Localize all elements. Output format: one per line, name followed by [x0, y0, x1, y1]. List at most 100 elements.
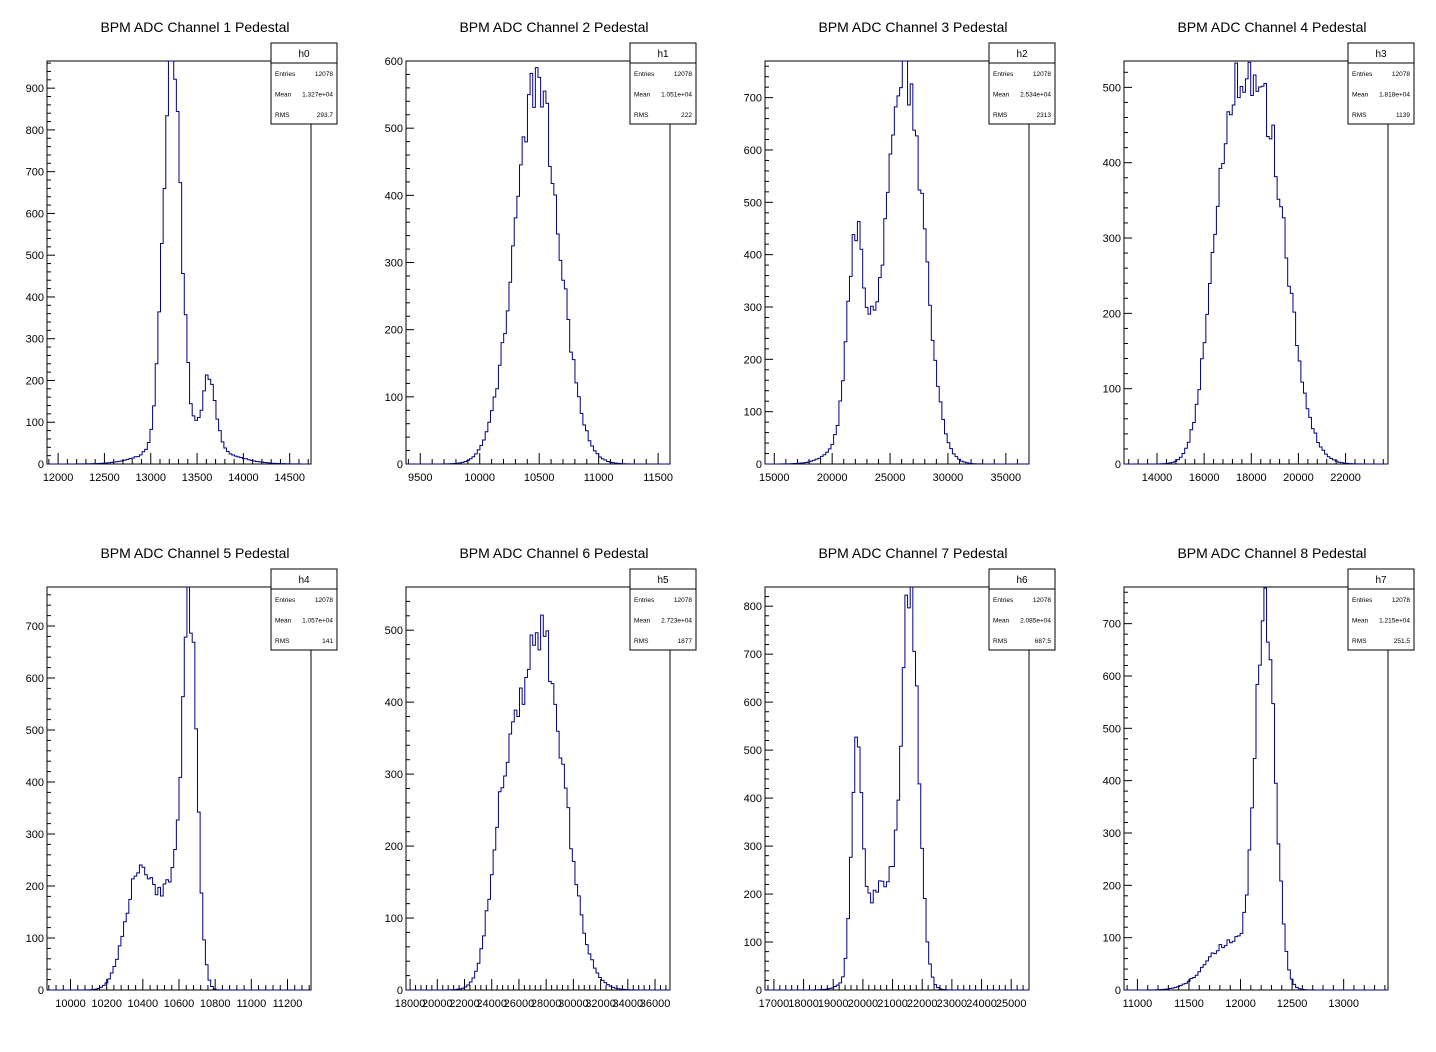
histogram-line — [46, 60, 312, 465]
stats-label: RMS — [634, 638, 649, 645]
y-tick-label: 700 — [744, 93, 762, 105]
y-tick-label: 300 — [385, 258, 403, 270]
stats-box — [1347, 568, 1415, 651]
stats-value: 12078 — [674, 597, 692, 604]
y-tick-label: 600 — [26, 673, 44, 685]
stats-label: Entries — [993, 597, 1014, 604]
histogram-line — [406, 67, 670, 465]
stats-label: Entries — [1352, 71, 1373, 78]
x-tick-label: 11500 — [1174, 998, 1204, 1010]
chart-title: BPM ADC Channel 5 Pedestal — [100, 545, 289, 561]
stats-label: Mean — [275, 618, 292, 625]
y-tick-label: 400 — [1103, 776, 1121, 788]
chart-title: BPM ADC Channel 6 Pedestal — [459, 545, 648, 561]
y-tick-label: 100 — [1103, 384, 1121, 396]
x-tick-label: 25000 — [875, 472, 906, 484]
x-tick-label: 30000 — [558, 998, 589, 1010]
x-tick-label: 20000 — [817, 472, 848, 484]
y-tick-label: 100 — [744, 937, 762, 949]
stats-label: Entries — [275, 597, 296, 604]
stats-histogram-name: h0 — [298, 49, 310, 60]
y-tick-label: 0 — [1115, 985, 1121, 997]
x-tick-label: 12000 — [1225, 998, 1256, 1010]
histogram-panel: BPM ADC Channel 8 Pedestal 11000 11500 1200… — [1103, 545, 1415, 1010]
y-tick-label: 0 — [38, 985, 44, 997]
x-tick-label: 11500 — [643, 472, 673, 484]
stats-box — [270, 568, 338, 651]
histogram-panel: BPM ADC Channel 5 Pedestal 10000 10200 1040… — [26, 545, 338, 1010]
y-tick-label: 400 — [385, 697, 403, 709]
y-tick-label: 100 — [26, 933, 44, 945]
x-tick-label: 20000 — [1283, 472, 1314, 484]
y-tick-label: 500 — [1103, 723, 1121, 735]
stats-value: 2313 — [1037, 112, 1052, 119]
stats-histogram-name: h7 — [1375, 575, 1387, 586]
y-tick-label: 200 — [1103, 880, 1121, 892]
x-tick-label: 23000 — [937, 998, 968, 1010]
y-tick-label: 600 — [744, 145, 762, 157]
y-tick-label: 600 — [1103, 671, 1121, 683]
y-tick-label: 700 — [26, 621, 44, 633]
y-tick-label: 0 — [756, 985, 762, 997]
x-tick-label: 18000 — [788, 998, 819, 1010]
x-tick-label: 20000 — [422, 998, 453, 1010]
x-tick-label: 36000 — [640, 998, 671, 1010]
histogram-line — [764, 60, 1029, 465]
stats-histogram-name: h4 — [298, 575, 310, 586]
y-tick-label: 300 — [385, 769, 403, 781]
chart-title: BPM ADC Channel 2 Pedestal — [459, 19, 648, 35]
stats-value: 222 — [681, 112, 692, 119]
y-tick-label: 500 — [385, 123, 403, 135]
x-tick-label: 15000 — [759, 472, 790, 484]
stats-value: 141 — [322, 638, 333, 645]
x-tick-label: 10000 — [464, 472, 495, 484]
x-tick-label: 24000 — [966, 998, 997, 1010]
x-tick-label: 34000 — [613, 998, 644, 1010]
y-tick-label: 800 — [26, 125, 44, 137]
y-tick-label: 300 — [1103, 828, 1121, 840]
y-tick-label: 500 — [1103, 82, 1121, 94]
stats-label: RMS — [993, 112, 1008, 119]
x-tick-label: 12500 — [89, 472, 120, 484]
stats-histogram-name: h2 — [1016, 49, 1028, 60]
stats-label: Mean — [1352, 618, 1369, 625]
stats-histogram-name: h3 — [1375, 49, 1387, 60]
y-tick-label: 600 — [744, 697, 762, 709]
stats-value: 687.5 — [1035, 638, 1052, 645]
y-tick-label: 400 — [744, 250, 762, 262]
histogram-panel: BPM ADC Channel 7 Pedestal 17000 18000 1900… — [744, 545, 1056, 1010]
x-tick-label: 11000 — [1123, 998, 1153, 1010]
y-tick-label: 500 — [744, 197, 762, 209]
stats-label: RMS — [993, 638, 1008, 645]
x-tick-label: 19000 — [818, 998, 849, 1010]
x-tick-label: 17000 — [759, 998, 790, 1010]
stats-value: 1.215e+04 — [1379, 618, 1410, 625]
x-tick-label: 12000 — [43, 472, 74, 484]
stats-value: 12078 — [1392, 597, 1410, 604]
x-tick-label: 25000 — [996, 998, 1027, 1010]
stats-box — [629, 568, 697, 651]
histogram-panel: BPM ADC Channel 4 Pedestal 14000 16000 1800… — [1103, 19, 1415, 484]
x-tick-label: 14000 — [1142, 472, 1173, 484]
histogram-line — [47, 586, 311, 991]
y-tick-label: 500 — [26, 250, 44, 262]
y-tick-label: 700 — [26, 167, 44, 179]
y-tick-label: 600 — [385, 56, 403, 68]
y-tick-label: 400 — [26, 777, 44, 789]
x-tick-label: 22000 — [1330, 472, 1361, 484]
y-tick-label: 100 — [26, 417, 44, 429]
y-tick-label: 500 — [744, 745, 762, 757]
y-tick-label: 300 — [1103, 233, 1121, 245]
y-tick-label: 400 — [26, 292, 44, 304]
x-tick-label: 35000 — [991, 472, 1022, 484]
stats-value: 2.534e+04 — [1020, 92, 1051, 99]
stats-label: RMS — [275, 638, 290, 645]
stats-label: Mean — [993, 618, 1010, 625]
plot-frame — [1123, 60, 1389, 465]
plot-frame — [764, 60, 1030, 465]
x-tick-label: 11000 — [584, 472, 614, 484]
x-tick-label: 14000 — [228, 472, 259, 484]
chart-title: BPM ADC Channel 8 Pedestal — [1177, 545, 1366, 561]
x-tick-label: 11000 — [236, 998, 266, 1010]
x-tick-label: 10500 — [524, 472, 555, 484]
